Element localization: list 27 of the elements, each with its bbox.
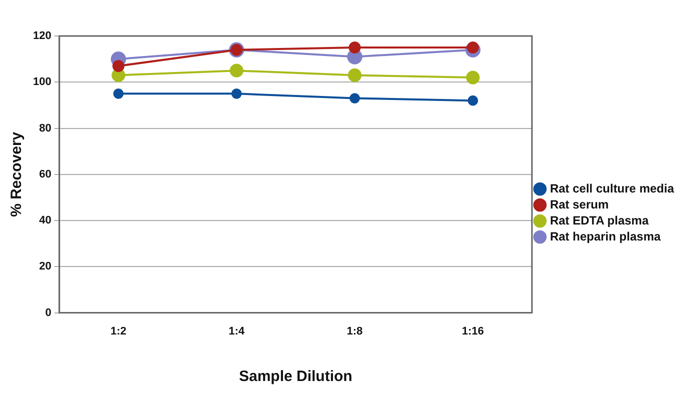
x-tick-label: 1:8 <box>346 325 363 338</box>
legend-label: Rat heparin plasma <box>550 229 661 244</box>
point <box>112 60 124 72</box>
y-tick-label: 80 <box>39 122 52 134</box>
legend-label: Rat EDTA plasma <box>550 213 649 228</box>
x-tick-label: 1:16 <box>462 325 484 338</box>
point <box>113 88 124 99</box>
legend-label: Rat cell culture media <box>550 181 674 196</box>
point <box>350 93 360 104</box>
point <box>231 88 242 99</box>
x-tick-label: 1:4 <box>228 325 246 338</box>
y-tick-label: 100 <box>32 76 52 88</box>
legend-label: Rat serum <box>550 197 609 212</box>
y-tick-label: 60 <box>39 168 52 180</box>
y-axis-title: % Recovery <box>8 131 26 217</box>
x-tick-label: 1:2 <box>110 325 126 338</box>
y-tick-label: 0 <box>45 306 52 319</box>
point <box>348 42 361 54</box>
x-axis-title: Sample Dilution <box>238 368 352 386</box>
y-tick-label: 20 <box>39 260 52 273</box>
point <box>230 64 244 78</box>
point <box>348 68 362 82</box>
point <box>466 70 480 84</box>
point <box>468 95 478 106</box>
y-tick-label: 120 <box>32 30 52 42</box>
y-tick-label: 40 <box>39 214 52 227</box>
point <box>466 42 479 54</box>
